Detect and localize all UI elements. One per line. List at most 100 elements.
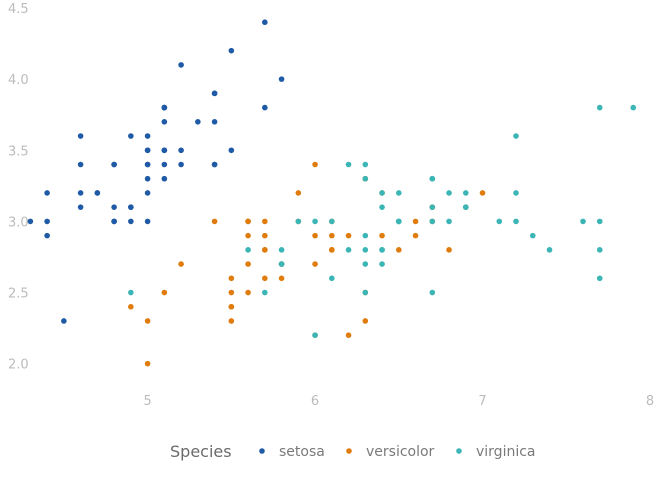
data-point (262, 275, 268, 282)
data-point (362, 318, 369, 324)
series-setosa (27, 19, 285, 324)
data-point (44, 232, 50, 239)
data-point (144, 175, 151, 182)
data-point (44, 218, 50, 225)
data-points (27, 19, 637, 367)
x-axis-ticks: 5 6 7 8 (143, 394, 654, 409)
data-point (178, 147, 184, 154)
legend-label: virginica (476, 444, 536, 460)
data-point (262, 247, 268, 253)
data-point (228, 147, 235, 154)
y-tick-label: 2.5 (8, 287, 29, 302)
data-point (412, 218, 419, 225)
legend: Species setosa versicolor virginica (170, 442, 536, 461)
data-point (312, 261, 318, 267)
data-point (446, 247, 452, 253)
legend-marker (346, 448, 352, 454)
data-point (262, 289, 268, 296)
data-point (345, 161, 352, 168)
data-point (262, 232, 268, 239)
data-point (429, 218, 436, 225)
data-point (61, 318, 67, 324)
data-point (178, 261, 184, 267)
data-point (345, 247, 352, 253)
data-point (345, 332, 352, 339)
data-point (111, 218, 117, 225)
data-point (529, 232, 536, 239)
data-point (245, 289, 251, 296)
series-virginica (128, 104, 637, 339)
data-point (161, 289, 168, 296)
data-point (596, 275, 603, 282)
data-point (262, 218, 268, 225)
data-point (379, 247, 385, 253)
data-point (429, 289, 436, 296)
data-point (211, 161, 218, 168)
x-tick-label: 5 (143, 394, 151, 409)
data-point (362, 247, 369, 253)
data-point (195, 119, 201, 125)
data-point (396, 190, 402, 196)
data-point (329, 247, 335, 253)
data-point (144, 360, 151, 367)
legend-item-versicolor: versicolor (346, 444, 435, 460)
data-point (396, 218, 402, 225)
data-point (329, 232, 335, 239)
data-point (245, 218, 251, 225)
data-point (77, 190, 84, 196)
data-point (111, 204, 117, 210)
data-point (546, 247, 553, 253)
data-point (278, 247, 285, 253)
data-point (161, 147, 168, 154)
data-point (161, 161, 168, 168)
data-point (345, 232, 352, 239)
data-point (245, 261, 251, 267)
data-point (295, 190, 302, 196)
data-point (128, 133, 134, 139)
data-point (262, 104, 268, 111)
y-tick-label: 3.5 (8, 144, 29, 159)
legend-item-virginica: virginica (456, 444, 536, 460)
data-point (412, 232, 419, 239)
data-point (596, 104, 603, 111)
y-tick-label: 4.0 (8, 73, 29, 88)
data-point (630, 104, 637, 111)
data-point (245, 232, 251, 239)
data-point (228, 289, 235, 296)
data-point (144, 218, 151, 225)
x-tick-label: 7 (478, 394, 486, 409)
data-point (228, 303, 235, 310)
data-point (429, 204, 436, 210)
data-point (44, 190, 50, 196)
legend-title: Species (170, 442, 232, 461)
data-point (362, 261, 369, 267)
data-point (329, 275, 335, 282)
data-point (513, 190, 519, 196)
series-versicolor (128, 161, 486, 367)
data-point (111, 161, 117, 168)
data-point (144, 318, 151, 324)
data-point (144, 147, 151, 154)
data-point (27, 218, 34, 225)
x-tick-label: 8 (646, 394, 654, 409)
data-point (329, 218, 335, 225)
data-point (245, 247, 251, 253)
legend-item-setosa: setosa (259, 444, 325, 460)
legend-marker (259, 448, 265, 454)
y-tick-label: 4.5 (8, 2, 29, 17)
data-point (496, 218, 503, 225)
data-point (77, 133, 84, 139)
data-point (161, 119, 168, 125)
data-point (513, 218, 519, 225)
data-point (312, 232, 318, 239)
data-point (596, 247, 603, 253)
data-point (144, 133, 151, 139)
data-point (396, 247, 402, 253)
data-point (278, 275, 285, 282)
data-point (77, 204, 84, 210)
data-point (462, 190, 469, 196)
data-point (312, 161, 318, 168)
data-point (128, 204, 134, 210)
data-point (596, 218, 603, 225)
data-point (128, 289, 134, 296)
